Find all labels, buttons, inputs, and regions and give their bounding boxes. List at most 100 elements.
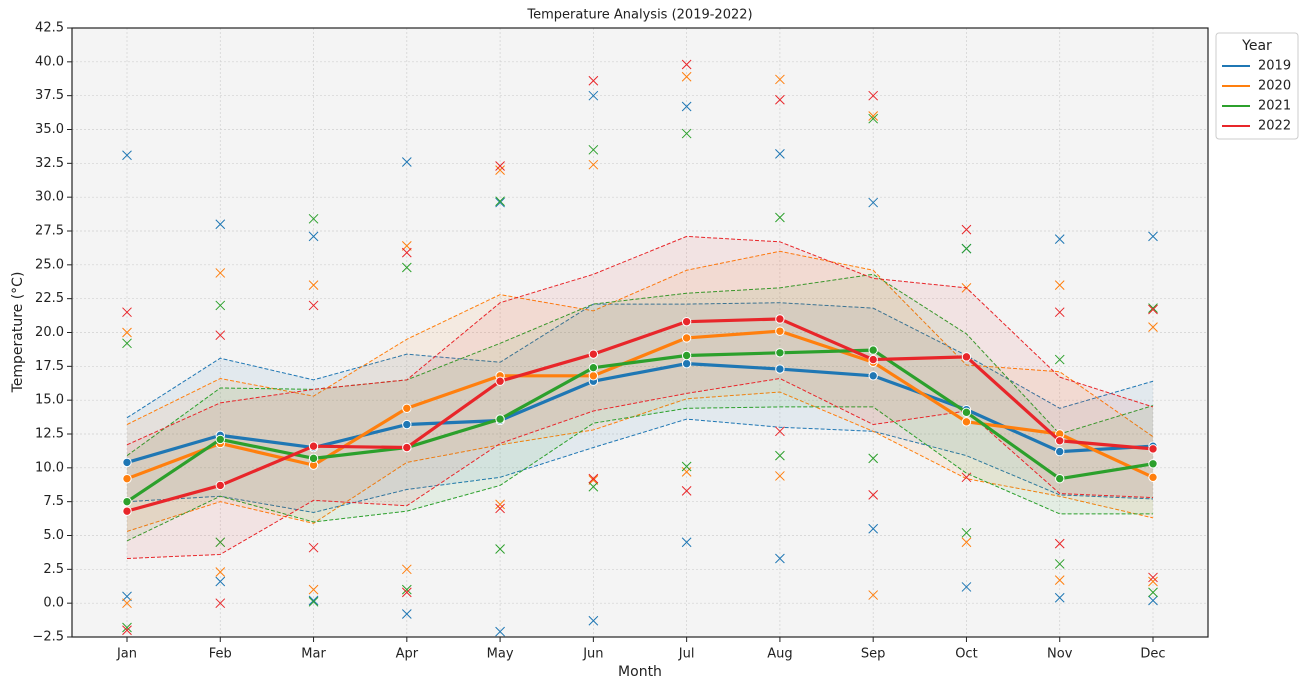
extreme-marker	[401, 564, 412, 575]
legend-label: 2019	[1258, 59, 1291, 74]
extreme-marker	[1148, 304, 1158, 315]
y-tick-label: 35.0	[35, 122, 64, 137]
extreme-marker	[868, 113, 879, 124]
extreme-marker	[215, 219, 226, 230]
legend-label: 2021	[1258, 99, 1291, 114]
extreme-marker	[122, 598, 132, 609]
extreme-marker	[1148, 576, 1158, 587]
mean-marker	[588, 371, 599, 381]
band-edge	[126, 235, 1154, 446]
mean-marker	[681, 333, 692, 343]
extreme-marker	[495, 503, 505, 514]
mean-marker	[681, 350, 692, 361]
y-tick-label: 10.0	[35, 460, 64, 475]
mean-marker	[1055, 446, 1065, 457]
extreme-marker	[1148, 572, 1158, 583]
extreme-marker	[775, 553, 785, 564]
extreme-marker	[122, 622, 132, 633]
mean-marker	[961, 407, 972, 418]
extreme-marker	[1054, 280, 1065, 290]
mean-marker	[588, 349, 599, 359]
extreme-marker	[961, 527, 972, 538]
extreme-marker	[215, 576, 226, 587]
mean-marker	[122, 473, 132, 484]
y-tick-label: −2.5	[32, 630, 64, 645]
y-tick-label: 32.5	[35, 156, 64, 171]
mean-marker	[122, 506, 132, 516]
mean-marker	[681, 316, 692, 327]
extreme-marker	[961, 582, 972, 592]
extreme-marker	[588, 144, 599, 155]
mean-marker	[681, 358, 692, 369]
extreme-marker	[961, 243, 972, 254]
extreme-marker	[308, 595, 319, 606]
mean-marker	[402, 442, 412, 453]
extreme-marker	[122, 338, 132, 349]
extreme-marker	[681, 59, 692, 70]
extreme-marker	[401, 247, 412, 258]
band-fill	[127, 274, 1153, 541]
extreme-marker	[588, 473, 599, 484]
x-tick-label: May	[487, 647, 514, 662]
extreme-marker	[495, 544, 505, 554]
extreme-marker	[401, 584, 412, 595]
extreme-marker	[401, 241, 412, 251]
mean-marker	[1148, 459, 1158, 469]
extreme-marker	[775, 212, 785, 223]
legend-label: 2020	[1258, 79, 1291, 94]
x-tick-label: Dec	[1140, 647, 1165, 662]
chart-title: Temperature Analysis (2019-2022)	[526, 8, 752, 23]
band-edge	[126, 273, 1154, 457]
extreme-marker	[681, 101, 692, 112]
x-tick-label: Aug	[767, 647, 792, 662]
mean-marker	[122, 496, 132, 507]
mean-marker	[1148, 444, 1158, 454]
y-tick-label: 7.5	[43, 494, 64, 509]
extreme-marker	[401, 609, 412, 619]
extreme-marker	[215, 567, 226, 577]
extreme-marker	[308, 542, 319, 553]
band-edge	[126, 418, 1154, 514]
extreme-marker	[495, 196, 505, 207]
band-edge	[126, 250, 1154, 438]
legend-box	[1215, 32, 1299, 140]
extreme-marker	[122, 625, 132, 636]
x-tick-label: Jan	[116, 647, 137, 662]
y-tick-label: 2.5	[43, 562, 64, 577]
extreme-marker	[308, 596, 319, 607]
extreme-marker	[308, 231, 319, 242]
y-tick-label: 20.0	[35, 325, 64, 340]
extreme-marker	[215, 330, 226, 341]
y-tick-label: 40.0	[35, 54, 64, 69]
y-tick-label: 5.0	[43, 528, 64, 543]
extreme-marker	[122, 591, 132, 602]
y-tick-label: 12.5	[35, 427, 64, 442]
extreme-marker	[495, 626, 505, 637]
band-edge	[126, 302, 1154, 419]
extreme-marker	[681, 461, 692, 472]
mean-line	[126, 348, 1154, 503]
extreme-marker	[1054, 307, 1065, 318]
extreme-marker	[1054, 575, 1065, 586]
mean-line	[126, 362, 1154, 464]
mean-marker	[775, 364, 785, 374]
extreme-marker	[122, 307, 132, 318]
mean-marker	[868, 371, 878, 381]
band-fill	[127, 251, 1153, 532]
extreme-marker	[401, 587, 412, 598]
extreme-marker	[1148, 303, 1158, 313]
extreme-marker	[868, 197, 879, 208]
y-tick-label: 37.5	[35, 88, 64, 103]
y-tick-label: 17.5	[35, 359, 64, 374]
band-edge	[126, 406, 1153, 542]
extreme-marker	[775, 450, 785, 461]
x-tick-label: Nov	[1047, 647, 1073, 662]
extreme-marker	[495, 161, 505, 171]
extreme-marker	[122, 150, 132, 161]
mean-marker	[1055, 436, 1065, 446]
extreme-marker	[775, 426, 785, 437]
extreme-marker	[868, 523, 879, 534]
y-tick-label: 30.0	[35, 190, 64, 205]
mean-marker	[402, 419, 412, 430]
extreme-marker	[588, 90, 599, 101]
